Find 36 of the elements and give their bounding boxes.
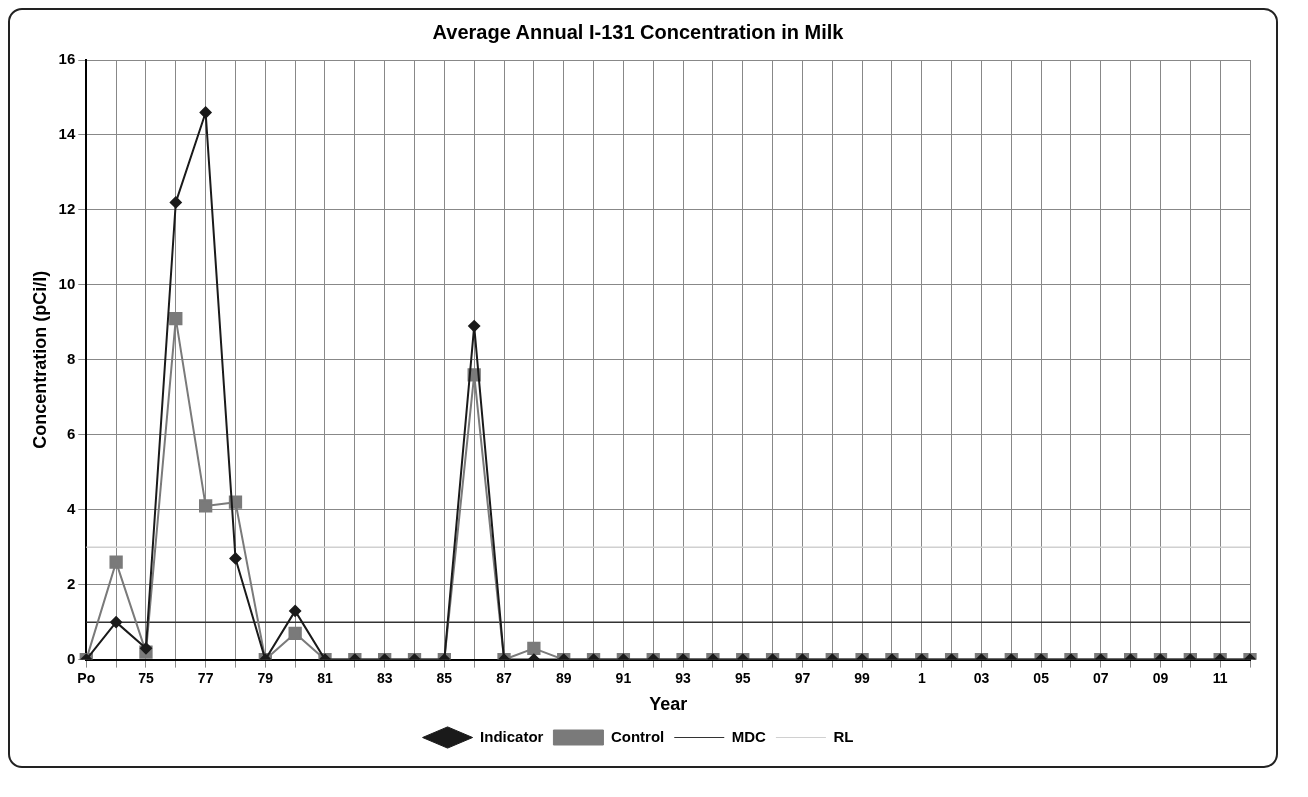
x-tick-label: 85: [436, 669, 453, 686]
legend-label: MDC: [731, 727, 767, 745]
x-tick-label: 89: [555, 669, 572, 686]
y-tick-label: 12: [58, 200, 76, 218]
x-axis-title: Year: [649, 694, 688, 715]
x-tick-label: 99: [854, 669, 871, 686]
x-tick-label: 11: [1212, 669, 1228, 686]
x-tick-label: 1: [917, 669, 926, 686]
x-tick-label: 75: [138, 669, 154, 686]
x-tick-label: 09: [1152, 669, 1169, 686]
x-tick-label: Po: [77, 669, 96, 686]
y-axis-title: Concentration (pCi/l): [29, 270, 50, 449]
legend-label: Indicator: [480, 727, 544, 745]
x-tick-label: 77: [197, 669, 214, 686]
y-tick-label: 0: [66, 649, 76, 667]
x-tick-label: 95: [734, 669, 751, 686]
x-tick-label: 79: [257, 669, 274, 686]
y-tick-label: 14: [58, 125, 76, 143]
y-tick-label: 6: [66, 424, 76, 442]
x-tick-label: 81: [317, 669, 333, 686]
y-tick-label: 2: [66, 574, 76, 592]
x-tick-label: 97: [794, 669, 811, 686]
y-tick-label: 10: [58, 274, 76, 292]
x-tick-label: 87: [496, 669, 513, 686]
chart-title: Average Annual I-131 Concentration in Milk: [432, 20, 845, 43]
x-tick-label: 83: [376, 669, 393, 686]
x-tick-label: 93: [675, 669, 692, 686]
x-tick-label: 91: [615, 669, 632, 686]
y-tick-label: 16: [58, 50, 76, 68]
legend-label: Control: [610, 727, 665, 745]
y-tick-label: 4: [66, 499, 76, 517]
y-tick-label: 8: [66, 349, 76, 367]
x-tick-label: 07: [1093, 669, 1109, 686]
x-tick-label: 03: [973, 669, 990, 686]
x-tick-label: 05: [1033, 669, 1050, 686]
legend-label: RL: [833, 727, 854, 745]
